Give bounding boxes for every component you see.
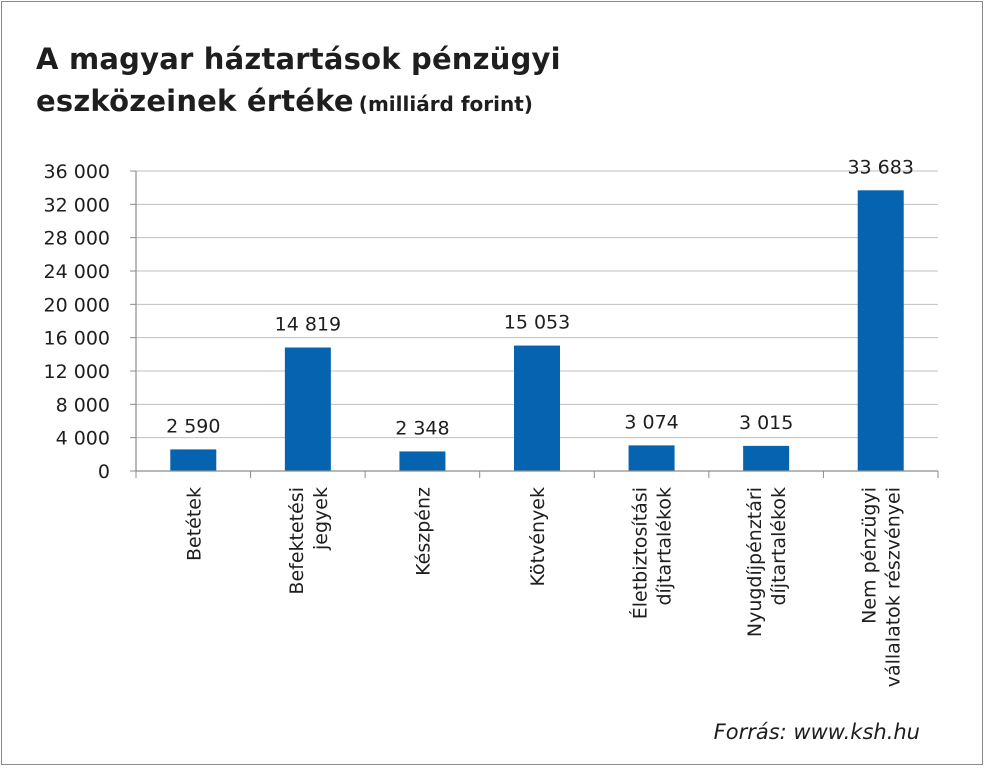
title-line-2-text: eszközeinek értéke bbox=[36, 84, 354, 118]
category-label: díjtartalékok bbox=[768, 487, 790, 606]
category-label: Készpénz bbox=[412, 487, 434, 576]
data-label: 3 074 bbox=[624, 411, 678, 433]
category-label: Nyugdíjpénztári bbox=[744, 487, 766, 637]
title-line-2: eszközeinek értéke (milliárd forint) bbox=[36, 80, 796, 127]
data-label: 2 590 bbox=[166, 415, 220, 437]
data-label: 14 819 bbox=[275, 314, 341, 336]
y-tick-label: 16 000 bbox=[44, 328, 110, 350]
bar bbox=[628, 445, 675, 471]
bar bbox=[284, 347, 331, 471]
y-tick-label: 24 000 bbox=[44, 261, 110, 283]
source-note: Forrás: www.ksh.hu bbox=[713, 720, 920, 744]
bar bbox=[170, 449, 217, 471]
data-label: 15 053 bbox=[504, 312, 570, 334]
data-label: 2 348 bbox=[395, 417, 449, 439]
y-tick-label: 20 000 bbox=[44, 294, 110, 316]
y-tick-label: 12 000 bbox=[44, 361, 110, 383]
category-label: Nem pénzügyi bbox=[859, 487, 881, 624]
y-tick-label: 8 000 bbox=[56, 394, 110, 416]
bar bbox=[514, 345, 560, 471]
y-tick-label: 28 000 bbox=[44, 228, 110, 250]
category-label: Betétek bbox=[183, 487, 205, 561]
y-tick-label: 0 bbox=[98, 461, 110, 483]
chart-title: A magyar háztartások pénzügyi eszközeine… bbox=[36, 38, 796, 127]
y-tick-label: 32 000 bbox=[44, 194, 110, 216]
bar bbox=[399, 451, 446, 471]
bar bbox=[857, 190, 904, 471]
category-label: Életbiztosítási bbox=[629, 487, 652, 619]
category-label: jegyek bbox=[310, 487, 332, 551]
data-label: 3 015 bbox=[739, 412, 793, 434]
data-label: 33 683 bbox=[847, 156, 913, 178]
category-label: Kötvények bbox=[527, 487, 549, 587]
bar bbox=[743, 445, 790, 471]
category-label: vállalatok részvényei bbox=[883, 487, 905, 687]
title-line-1: A magyar háztartások pénzügyi bbox=[36, 42, 561, 76]
category-label: Befektetési bbox=[286, 487, 308, 595]
y-tick-label: 4 000 bbox=[56, 428, 110, 450]
category-label: díjtartalékok bbox=[654, 487, 676, 606]
y-tick-label: 36 000 bbox=[44, 161, 110, 183]
title-unit: (milliárd forint) bbox=[358, 92, 533, 116]
